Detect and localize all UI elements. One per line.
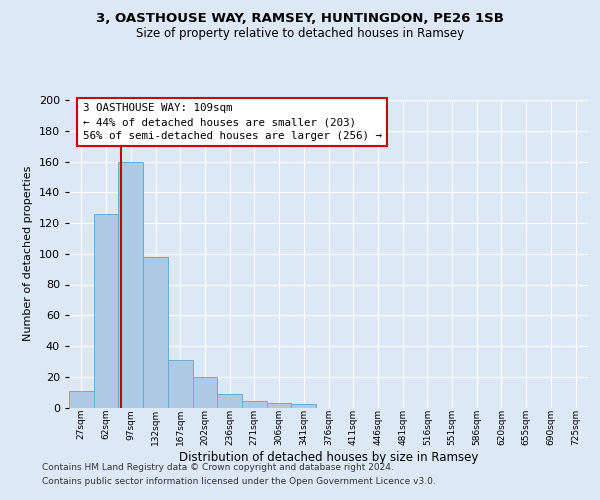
Text: 3, OASTHOUSE WAY, RAMSEY, HUNTINGDON, PE26 1SB: 3, OASTHOUSE WAY, RAMSEY, HUNTINGDON, PE… [96, 12, 504, 26]
Bar [193, 377, 217, 408]
Text: Contains HM Land Registry data © Crown copyright and database right 2024.: Contains HM Land Registry data © Crown c… [42, 464, 394, 472]
Bar [118, 162, 143, 408]
Bar [143, 257, 168, 408]
Bar [168, 360, 193, 408]
Bar [94, 214, 118, 408]
Text: Size of property relative to detached houses in Ramsey: Size of property relative to detached ho… [136, 28, 464, 40]
Bar [242, 402, 267, 407]
Bar [217, 394, 242, 407]
X-axis label: Distribution of detached houses by size in Ramsey: Distribution of detached houses by size … [179, 451, 478, 464]
Text: Contains public sector information licensed under the Open Government Licence v3: Contains public sector information licen… [42, 477, 436, 486]
Bar [292, 404, 316, 407]
Y-axis label: Number of detached properties: Number of detached properties [23, 166, 33, 342]
Bar [69, 390, 94, 407]
Text: 3 OASTHOUSE WAY: 109sqm
← 44% of detached houses are smaller (203)
56% of semi-d: 3 OASTHOUSE WAY: 109sqm ← 44% of detache… [83, 103, 382, 141]
Bar [267, 403, 292, 407]
